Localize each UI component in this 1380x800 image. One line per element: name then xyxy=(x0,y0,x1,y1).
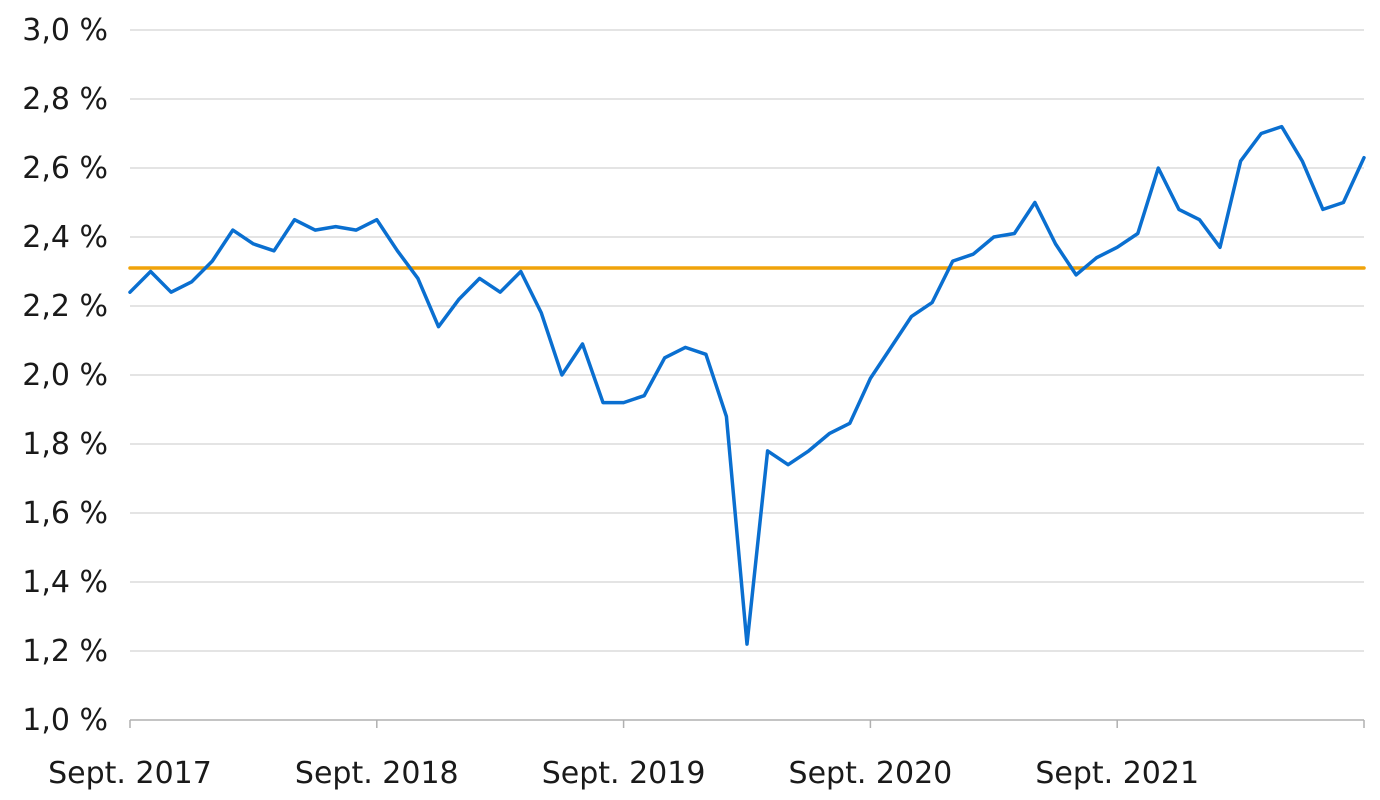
gridlines xyxy=(130,29,1364,652)
y-tick-label: 2,6 % xyxy=(22,151,108,186)
y-axis-labels: 1,0 % 1,2 % 1,4 % 1,6 % 1,8 % 2,0 % 2,2 % 2,4 %… xyxy=(22,13,108,738)
x-axis-labels: Sept. 2017 Sept. 2018 Sept. 2019 Sept. 2020… xyxy=(48,756,1199,791)
x-tick-label: Sept. 2019 xyxy=(542,756,706,791)
x-tick-label: Sept. 2017 xyxy=(48,756,212,791)
y-tick-label: 3,0 % xyxy=(22,13,108,48)
y-tick-label: 2,8 % xyxy=(22,82,108,117)
y-tick-label: 2,2 % xyxy=(22,289,108,324)
y-tick-label: 2,0 % xyxy=(22,358,108,393)
y-tick-label: 1,4 % xyxy=(22,565,108,600)
y-tick-label: 1,8 % xyxy=(22,427,108,462)
y-tick-label: 1,6 % xyxy=(22,496,108,531)
y-tick-label: 1,2 % xyxy=(22,634,108,669)
series-line xyxy=(128,124,1366,646)
x-tick-label: Sept. 2018 xyxy=(295,756,459,791)
x-axis xyxy=(129,719,1365,728)
series-group xyxy=(128,124,1366,646)
x-tick-label: Sept. 2020 xyxy=(789,756,953,791)
y-tick-label: 2,4 % xyxy=(22,220,108,255)
x-tick-label: Sept. 2021 xyxy=(1035,756,1199,791)
y-tick-label: 1,0 % xyxy=(22,703,108,738)
